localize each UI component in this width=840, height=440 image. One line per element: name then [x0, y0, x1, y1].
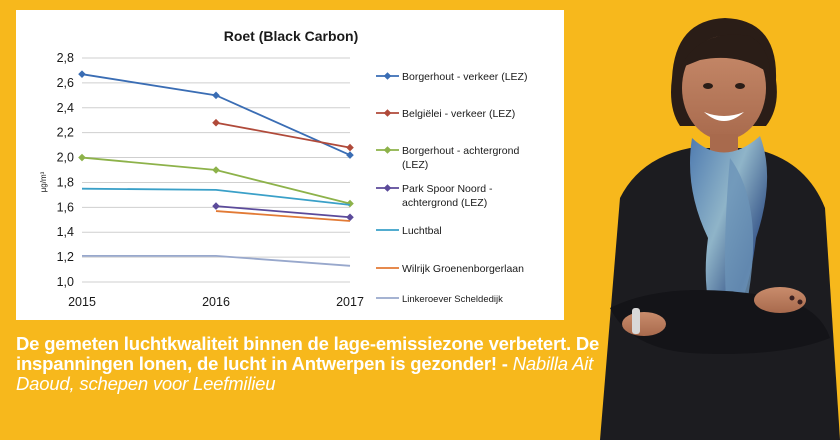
series-line — [215, 210, 351, 222]
legend-item: Belgiëlei - verkeer (LEZ) — [376, 108, 515, 120]
data-point — [212, 202, 220, 210]
legend-marker — [383, 184, 392, 192]
series-line — [81, 73, 351, 156]
data-point — [346, 213, 354, 222]
series-line — [81, 187, 351, 206]
chart-grid — [82, 57, 350, 283]
caption-separator: - — [496, 353, 513, 374]
y-tick-label: 2,0 — [57, 151, 74, 165]
data-point — [78, 70, 86, 78]
series-6 — [215, 210, 351, 222]
legend-label: Linkeroever Scheldedijk — [402, 294, 503, 305]
series-7 — [82, 254, 351, 267]
caption: De gemeten luchtkwaliteit binnen de lage… — [16, 334, 616, 394]
y-tick-label: 1,0 — [57, 275, 74, 289]
y-tick-label: 1,2 — [57, 250, 74, 264]
series-lines — [78, 70, 354, 267]
y-tick-label: 1,6 — [57, 200, 74, 214]
legend-label: Park Spoor Noord - — [402, 183, 493, 195]
legend-marker — [383, 146, 392, 154]
legend-label: Borgerhout - achtergrond — [402, 145, 519, 157]
series-2 — [212, 118, 354, 152]
y-tick-label: 2,2 — [57, 126, 74, 140]
x-tick-label: 2017 — [336, 295, 364, 309]
x-axis-ticks: 2015 2016 2017 — [68, 295, 364, 309]
portrait-face — [682, 36, 766, 140]
chart-card: Roet (Black Carbon) µg/m³ 1,0 1,2 1,4 1,6 1,… — [16, 10, 564, 320]
data-point — [212, 118, 220, 127]
legend-label: Belgiëlei - verkeer (LEZ) — [402, 108, 515, 120]
data-point — [346, 143, 354, 152]
legend-label: Wilrijk Groenenborgerlaan — [402, 263, 524, 275]
data-point — [212, 91, 220, 100]
y-tick-label: 1,4 — [57, 225, 74, 239]
x-tick-label: 2015 — [68, 295, 96, 309]
x-tick-label: 2016 — [202, 295, 230, 309]
data-point — [212, 166, 220, 174]
legend-label: Luchtbal — [402, 225, 442, 237]
series-5 — [81, 187, 351, 206]
chart-legend: Borgerhout - verkeer (LEZ) Belgiëlei - ve… — [376, 71, 527, 305]
series-line — [81, 156, 351, 205]
legend-label: achtergrond (LEZ) — [402, 197, 487, 209]
y-tick-label: 2,8 — [57, 51, 74, 65]
portrait-photo — [600, 18, 840, 440]
series-1 — [78, 70, 354, 159]
legend-label: (LEZ) — [402, 159, 428, 171]
caption-quote: De gemeten luchtkwaliteit binnen de lage… — [16, 333, 600, 374]
y-axis-unit: µg/m³ — [39, 171, 48, 192]
y-axis-ticks: 1,0 1,2 1,4 1,6 1,8 2,0 2,2 2,4 2,6 2,8 — [57, 51, 74, 289]
caption-author: Nabilla Ait Daoud, schepen voor Leefmili… — [16, 353, 594, 394]
series-line — [215, 121, 351, 149]
series-3 — [78, 153, 354, 208]
y-tick-label: 2,6 — [57, 76, 74, 90]
y-tick-label: 2,4 — [57, 101, 74, 115]
legend-item: Borgerhout - verkeer (LEZ) — [376, 71, 527, 83]
legend-item: Linkeroever Scheldedijk — [376, 294, 503, 305]
series-4 — [212, 202, 354, 222]
legend-marker — [383, 72, 392, 80]
data-point — [78, 153, 86, 162]
data-point — [346, 199, 354, 208]
legend-label: Borgerhout - verkeer (LEZ) — [402, 71, 527, 83]
legend-item: Wilrijk Groenenborgerlaan — [376, 263, 524, 275]
legend-item: Borgerhout - achtergrond (LEZ) — [376, 145, 519, 171]
legend-item: Park Spoor Noord - achtergrond (LEZ) — [376, 183, 493, 209]
line-chart: Roet (Black Carbon) µg/m³ 1,01,21,41,61,… — [39, 28, 527, 309]
chart-title: Roet (Black Carbon) — [224, 28, 359, 44]
series-line — [82, 254, 351, 267]
legend-marker — [383, 109, 392, 117]
series-line — [215, 205, 351, 219]
legend-item: Luchtbal — [376, 225, 442, 237]
y-tick-label: 1,8 — [57, 175, 74, 189]
data-point — [346, 151, 354, 159]
